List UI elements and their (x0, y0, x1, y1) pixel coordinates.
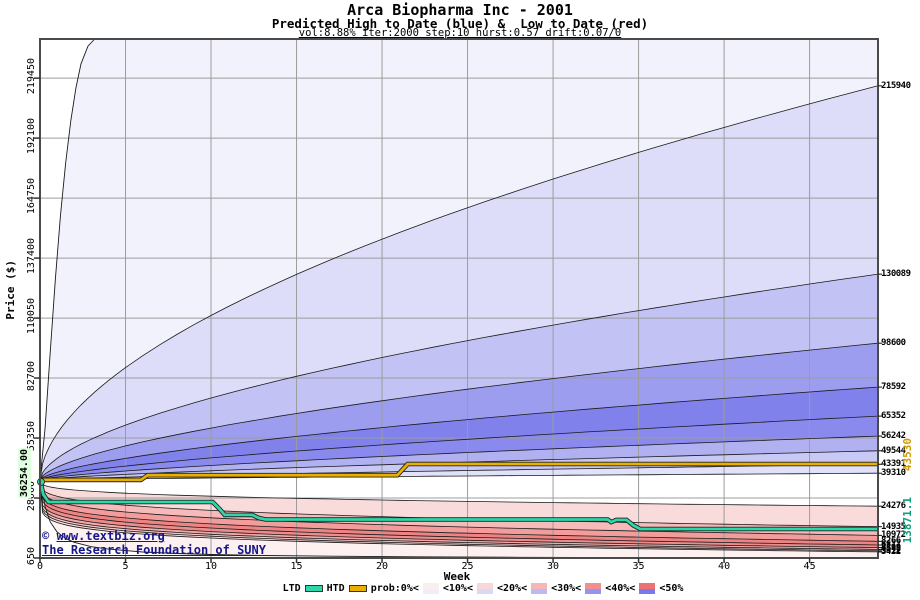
band-boundary-label: 24276 (881, 501, 906, 512)
band-boundary-label: 215940 (881, 80, 911, 91)
legend-prob-step-label: <50% (659, 583, 684, 594)
y-tick-label: 219450 (26, 57, 37, 94)
y-tick-label: 55350 (26, 420, 37, 451)
band-boundary-label: 39310 (881, 468, 906, 479)
copyright-symbol: © (42, 529, 57, 543)
y-tick-label: 137400 (26, 237, 37, 274)
legend-prob-step-label: <30%< (551, 583, 582, 594)
watermark-url-text: www.textbiz.org (56, 529, 165, 543)
band-boundary-label: 98600 (881, 338, 906, 349)
band-boundary-label: 43391 (881, 459, 906, 470)
legend-prob-step-label: <20%< (496, 583, 528, 594)
legend-htd-label: HTD (326, 583, 345, 594)
x-tick-label: 25 (461, 561, 474, 572)
band-boundary-label: 3912 (881, 545, 901, 556)
band-boundary-label: 78592 (881, 382, 906, 393)
x-tick-label: 35 (632, 561, 645, 572)
x-axis-title: Week (443, 570, 471, 583)
ltd-final-value-label: 13871.1 (901, 497, 914, 544)
watermark-org-link[interactable]: The Research Foundation of SUNY (42, 543, 266, 557)
legend-prob-swatch-20 (476, 583, 493, 594)
legend-prob-step-label: <40%< (605, 583, 636, 594)
legend-prob-label: prob:0%< (370, 583, 419, 594)
chart-parameters: vol:8.88% iter:2000 step:10 hurst:0.57 d… (298, 27, 622, 39)
y-tick-label: 192100 (26, 117, 37, 154)
x-tick-label: 5 (122, 561, 129, 572)
band-boundary-label: 130089 (881, 269, 911, 280)
legend-prob-swatch-30 (531, 583, 548, 594)
band-boundary-label: 8266 (881, 536, 901, 547)
x-tick-label: 40 (718, 561, 731, 572)
y-tick-label: 82700 (26, 360, 37, 391)
x-tick-label: 0 (36, 561, 44, 572)
legend-prob-swatch-50 (639, 583, 656, 594)
chart-subtitle: Predicted High to Date (blue) & Low to D… (271, 16, 649, 31)
htd-final-value-label: 43530 (901, 437, 914, 472)
band-boundary-label: 56242 (881, 431, 906, 442)
x-tick-label: 20 (376, 561, 389, 572)
band-boundary-label: 65352 (881, 411, 906, 422)
x-tick-label: 30 (547, 561, 560, 572)
y-axis-title: Price ($) (4, 260, 17, 320)
band-boundary-label: 3422 (881, 546, 901, 557)
y-tick-label: 110050 (26, 297, 37, 334)
legend-prob-swatch-10 (422, 583, 439, 594)
x-tick-label: 10 (204, 561, 218, 572)
legend-htd-swatch (348, 585, 367, 592)
watermark-url-link[interactable]: © www.textbiz.org (42, 529, 266, 543)
y-tick-label: 164750 (26, 177, 37, 214)
legend-prob-swatch-40 (585, 583, 602, 594)
chart-title: Arca Biopharma Inc - 2001 (347, 1, 573, 19)
band-boundary-label: 49544 (881, 445, 906, 456)
watermark: © www.textbiz.org The Research Foundatio… (42, 529, 266, 557)
legend-ltd-label: LTD (282, 583, 301, 594)
legend-ltd-swatch (304, 585, 323, 592)
x-tick-label: 45 (803, 561, 816, 572)
legend-prob-step-label: <10%< (442, 583, 473, 594)
band-boundary-label: 6577 (881, 540, 901, 550)
band-boundary-label: 10972 (881, 530, 906, 541)
chart-legend: LTD HTD prob:0%< <10%< <20%< <30%< <40%< <50% (46, 583, 920, 594)
x-tick-label: 15 (290, 561, 303, 572)
start-price-label: 36254.00 (18, 447, 31, 499)
band-boundary-label: 14935 (881, 521, 906, 532)
band-boundary-label: 4548 (881, 544, 901, 555)
band-boundary-label: 5399 (881, 542, 901, 553)
